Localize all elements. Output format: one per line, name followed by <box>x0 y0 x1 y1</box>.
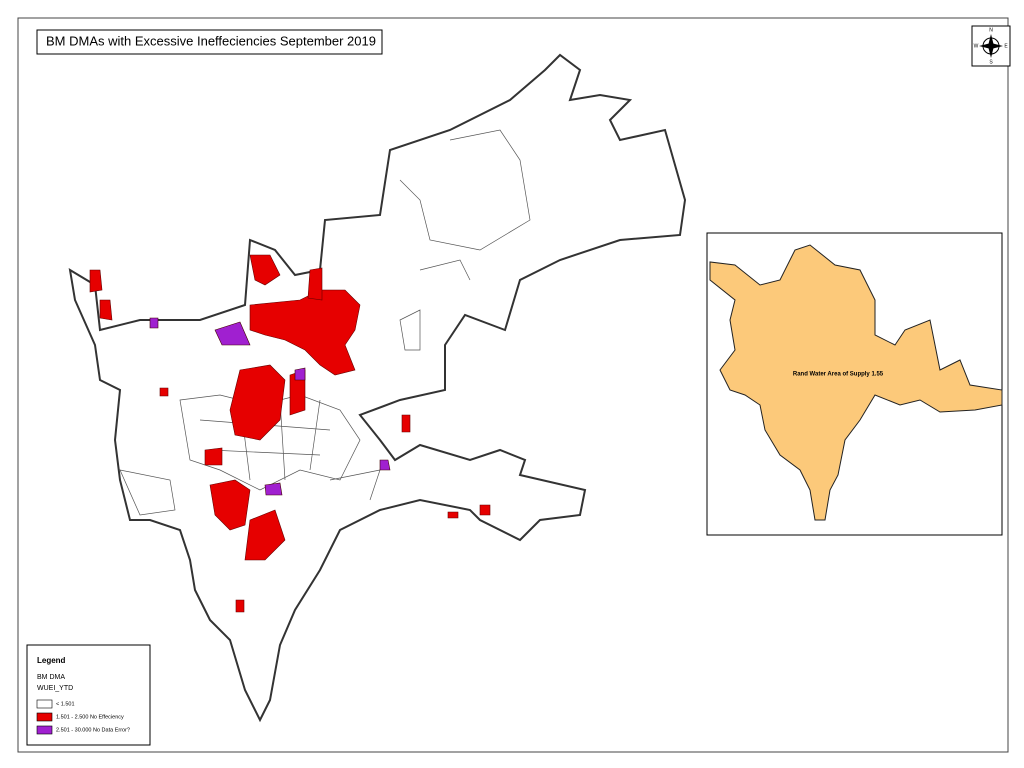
legend-layer: BM DMA <box>37 674 65 681</box>
legend-swatch <box>36 699 53 709</box>
compass-n: N <box>989 27 993 33</box>
legend-swatch <box>36 725 53 735</box>
service-area <box>68 53 687 723</box>
inset-area <box>709 244 1003 521</box>
legend-items: < 1.501 1.501 - 2.500 No Effeciency 2.501 … <box>36 699 130 735</box>
legend-label: < 1.501 <box>56 701 75 707</box>
dma-excessive <box>89 254 491 613</box>
map-title: BM DMAs with Excessive Ineffeciencies Se… <box>46 33 376 48</box>
compass-e: E <box>1004 43 1008 49</box>
compass-s: S <box>989 59 993 65</box>
legend-label: 2.501 - 30.000 No Data Error? <box>56 727 130 733</box>
compass-w: W <box>974 43 979 49</box>
title-box <box>36 29 383 55</box>
legend-title: Legend <box>37 656 66 665</box>
legend-field: WUEI_YTD <box>37 685 73 692</box>
legend-swatch <box>36 712 53 722</box>
dma-data-error <box>149 317 391 496</box>
inset-label: Rand Water Area of Supply 1.55 <box>793 372 884 378</box>
legend-label: 1.501 - 2.500 No Effeciency <box>56 714 124 720</box>
compass-rose: N E S W <box>974 27 1009 65</box>
